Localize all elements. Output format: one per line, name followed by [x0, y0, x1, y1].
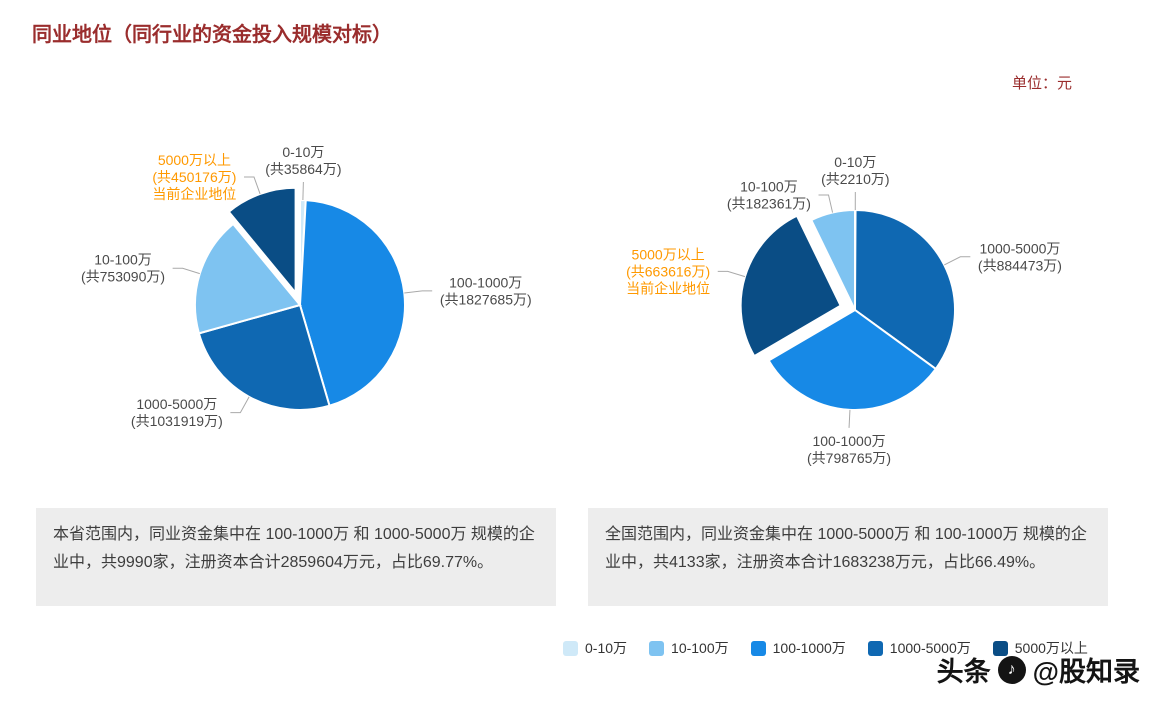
label-leader-line: [243, 176, 261, 195]
watermark-logo-icon: ♪: [997, 655, 1026, 684]
slice-label-line: 1000-5000万: [979, 240, 1060, 256]
label-leader-line: [404, 290, 433, 294]
label-leader-line: [172, 267, 200, 275]
slice-label-line: (共1827685万): [440, 291, 532, 307]
slice-label-1000-5000万: 1000-5000万(共1031919万): [131, 396, 250, 429]
slice-label-line: 0-10万: [834, 154, 876, 170]
slice-label-line: (共35864万): [265, 161, 341, 177]
legend-label: 5000万以上: [1014, 640, 1088, 656]
slice-label-line: 100-1000万: [449, 274, 522, 290]
pie-slice-5000万以上[interactable]: [227, 186, 297, 296]
slice-label-0-10万: 0-10万(共35864万): [265, 144, 342, 201]
label-leader-line: [944, 256, 971, 266]
label-leader-line: [717, 270, 746, 278]
slice-label-line: 100-1000万: [812, 433, 885, 449]
slice-label-0-10万: 0-10万(共2210万): [821, 154, 890, 211]
legend-label: 100-1000万: [772, 640, 846, 656]
slice-label-line: (共2210万): [821, 171, 889, 187]
charts-row: 0-10万 (共35864万) 100-1000万 (共1827685万) 1000-5…: [0, 120, 1160, 520]
legend-item-10-100万[interactable]: 10-100万: [649, 638, 729, 658]
slice-label-line: (共884473万): [978, 257, 1062, 273]
slice-label-10-100万: 10-100万(共753090万): [81, 252, 200, 285]
slice-label-5000万以上: 5000万以上(共663616万)当前企业地位: [626, 246, 746, 296]
summary-national: 全国范围内，同业资金集中在 1000-5000万 和 100-1000万 规模的…: [588, 508, 1108, 606]
slice-label-line: (共753090万): [81, 269, 165, 285]
pie-svg: 0-10万(共2210万) 1000-5000万(共884473万) 100-100…: [626, 154, 1062, 466]
watermark-prefix: 头条: [936, 657, 991, 687]
slice-label-line: 1000-5000万: [136, 396, 217, 412]
legend-swatch: [867, 640, 883, 656]
watermark: 头条 ♪ @股知录: [937, 650, 1140, 689]
slice-label-line: 0-10万: [282, 144, 324, 160]
legend-label: 10-100万: [671, 640, 729, 656]
slice-label-line: (共450176万): [152, 169, 236, 185]
unit-label: 单位：元: [1011, 75, 1072, 92]
label-leader-line: [230, 396, 250, 414]
slice-label-line: 5000万以上: [158, 152, 231, 168]
slice-label-line: (共182361万): [727, 196, 811, 212]
slice-label-100-1000万: 100-1000万(共798765万): [807, 409, 891, 466]
legend-swatch: [563, 640, 578, 656]
pie-slice-100-1000万[interactable]: [767, 308, 938, 411]
slice-label-line: 10-100万: [740, 179, 798, 195]
pie-slice-100-1000万[interactable]: [298, 199, 406, 408]
watermark-handle: @股知录: [1032, 657, 1140, 687]
label-leader-line: [848, 409, 851, 428]
slice-label-line: 当前企业地位: [152, 186, 236, 202]
legend: 0-10万 10-100万 100-1000万 1000-5000万 5000万以上: [563, 638, 1088, 658]
summary-row: 本省范围内，同业资金集中在 100-1000万 和 1000-5000万 规模的…: [0, 508, 1160, 618]
legend-item-100-1000万[interactable]: 100-1000万: [750, 638, 846, 658]
legend-item-1000-5000万[interactable]: 1000-5000万: [867, 638, 971, 658]
slice-label-10-100万: 10-100万(共182361万): [727, 179, 834, 213]
label-leader-line: [818, 194, 834, 213]
pie-slice-5000万以上[interactable]: [739, 214, 842, 358]
slice-label-100-1000万: 100-1000万(共1827685万): [404, 274, 532, 307]
legend-label: 0-10万: [585, 640, 628, 656]
pie-chart-province: 0-10万 (共35864万) 100-1000万 (共1827685万) 1000-5…: [0, 120, 580, 520]
pie-chart-national: 0-10万 (共2210万) 1000-5000万 (共884473万) 100-100…: [580, 120, 1160, 520]
legend-swatch: [992, 640, 1008, 656]
slice-label-line: 10-100万: [94, 252, 152, 268]
legend-swatch: [649, 640, 665, 656]
slice-label-line: (共798765万): [807, 450, 891, 466]
legend-item-5000万以上[interactable]: 5000万以上: [992, 638, 1088, 658]
legend-swatch: [750, 640, 766, 656]
slice-label-5000万以上: 5000万以上(共450176万)当前企业地位: [152, 152, 261, 202]
legend-label: 1000-5000万: [889, 640, 971, 656]
pie-slice-1000-5000万[interactable]: [853, 208, 956, 371]
slice-label-line: (共1031919万): [131, 413, 223, 429]
pie-svg: 0-10万(共35864万) 100-1000万(共1827685万) 1000-5…: [81, 144, 532, 429]
slice-label-line: 当前企业地位: [626, 280, 710, 296]
legend-item-0-10万[interactable]: 0-10万: [563, 638, 627, 658]
page-title: 同业地位（同行业的资金投入规模对标）: [32, 24, 392, 46]
summary-province: 本省范围内，同业资金集中在 100-1000万 和 1000-5000万 规模的…: [36, 508, 556, 606]
slice-label-1000-5000万: 1000-5000万(共884473万): [944, 240, 1062, 273]
pie-slice-10-100万[interactable]: [194, 222, 302, 335]
slice-label-line: 5000万以上: [632, 246, 705, 262]
slice-label-line: (共663616万): [626, 263, 710, 279]
